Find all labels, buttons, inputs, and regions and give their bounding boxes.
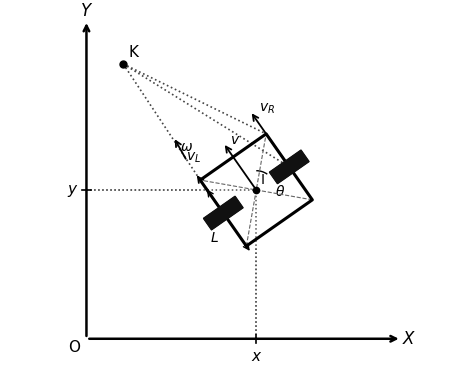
Text: Y: Y [82, 3, 91, 21]
Text: $\omega$: $\omega$ [181, 140, 193, 154]
Text: L: L [210, 231, 218, 245]
Text: y: y [67, 182, 76, 197]
Text: $v$: $v$ [230, 133, 240, 147]
Text: $v_L$: $v_L$ [186, 151, 201, 165]
Text: K: K [128, 46, 138, 61]
Text: O: O [68, 340, 80, 355]
Text: X: X [403, 330, 414, 348]
Text: x: x [252, 349, 261, 364]
Polygon shape [269, 150, 309, 184]
Text: $v_R$: $v_R$ [259, 102, 275, 116]
Polygon shape [203, 196, 243, 230]
Text: $\theta$: $\theta$ [275, 184, 285, 199]
Text: I: I [261, 173, 265, 187]
